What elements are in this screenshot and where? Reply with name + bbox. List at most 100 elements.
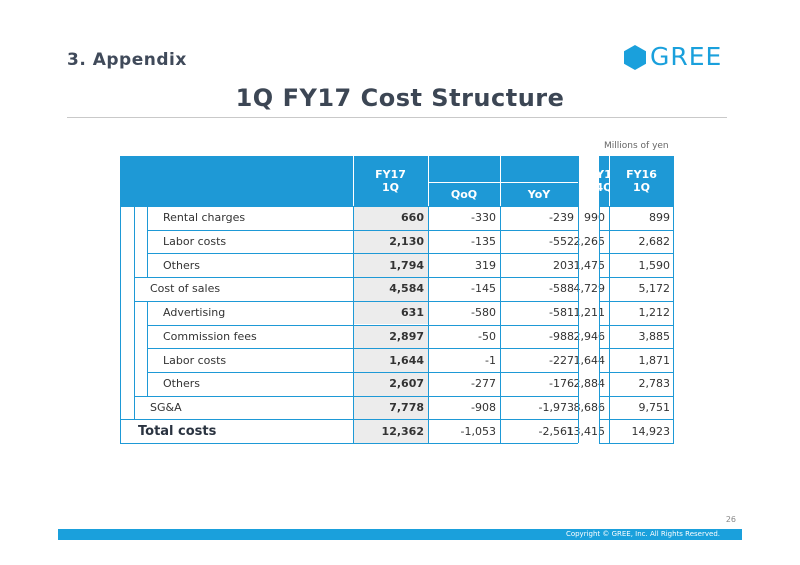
cost-structure-table: FY17 1Q QoQ YoY FY16 4Q FY16 1Q Rental charges 66… xyxy=(120,156,674,444)
cell-yoy: -588 xyxy=(549,282,574,296)
section-title: 3. Appendix xyxy=(67,50,187,70)
row-rule xyxy=(147,324,578,326)
cell-yoy: -239 xyxy=(549,211,574,225)
cell-fy17-1q: 1,794 xyxy=(353,253,428,278)
header-qoq: QoQ xyxy=(428,182,500,206)
cell-fy16-1q: 2,682 xyxy=(638,235,671,249)
row-label: Labor costs xyxy=(163,235,227,249)
cell-fy16-4q: 1,475 xyxy=(573,258,606,272)
row-rule xyxy=(599,395,674,397)
cell-fy16-4q: 4,729 xyxy=(573,282,606,296)
cell-fy16-1q: 3,885 xyxy=(638,329,671,343)
cell-qoq: -1 xyxy=(485,353,496,367)
cell-yoy: -1,973 xyxy=(538,400,574,414)
cell-fy17-1q: 631 xyxy=(353,300,428,325)
header-blank-qoq xyxy=(428,156,500,182)
row-rule xyxy=(599,253,674,255)
cell-fy17-1q: 2,130 xyxy=(353,229,428,254)
row-label: Cost of sales xyxy=(150,282,221,296)
row-rule xyxy=(134,277,578,279)
row-rule xyxy=(599,229,674,231)
row-rule xyxy=(134,395,578,397)
col-rule xyxy=(120,206,121,443)
header-fy17-1q: FY17 1Q xyxy=(353,156,428,206)
header-separator xyxy=(428,156,429,206)
page-title: 1Q FY17 Cost Structure xyxy=(235,84,565,112)
cell-yoy: 203 xyxy=(553,258,574,272)
row-rule xyxy=(147,371,578,373)
row-rule xyxy=(147,253,578,255)
header-fy16-4q: FY16 4Q xyxy=(589,156,619,206)
header-separator xyxy=(353,156,354,206)
cell-fy17-1q: 660 xyxy=(353,206,428,230)
cell-qoq: -908 xyxy=(471,400,496,414)
cell-fy16-1q: 899 xyxy=(649,211,670,225)
col-rule xyxy=(609,206,610,443)
row-rule xyxy=(120,206,578,207)
row-rule xyxy=(120,443,578,444)
cell-fy17-1q: 2,897 xyxy=(353,324,428,349)
header-separator xyxy=(609,156,610,206)
cell-fy17-1q: 12,362 xyxy=(353,419,428,443)
header-label-cell xyxy=(120,156,353,206)
cell-qoq: -135 xyxy=(471,235,496,249)
cell-fy16-4q: 8,686 xyxy=(573,400,606,414)
col-rule xyxy=(599,206,600,443)
cell-fy17-1q: 1,644 xyxy=(353,348,428,372)
row-rule xyxy=(147,348,578,350)
cell-fy16-4q: 2,884 xyxy=(573,377,606,391)
col-rule xyxy=(673,206,674,443)
cell-yoy: -2,561 xyxy=(538,424,574,438)
cell-qoq: 319 xyxy=(475,258,496,272)
hexagon-logo-icon xyxy=(624,44,646,70)
cell-fy16-1q: 2,783 xyxy=(638,377,671,391)
page-number: 26 xyxy=(725,515,736,524)
cell-qoq: -1,053 xyxy=(460,424,496,438)
cell-fy16-1q: 14,923 xyxy=(631,424,671,438)
cell-fy16-4q: 2,265 xyxy=(573,235,606,249)
row-label: Others xyxy=(163,258,200,272)
cell-yoy: -227 xyxy=(549,353,574,367)
header-separator xyxy=(500,156,501,206)
row-rule xyxy=(599,419,674,421)
row-rule xyxy=(599,324,674,326)
header-fy16-1q: FY16 1Q xyxy=(609,156,674,206)
cell-fy16-1q: 1,871 xyxy=(638,353,671,367)
header-subrule xyxy=(428,182,578,183)
cell-fy16-4q: 990 xyxy=(584,211,605,225)
cell-fy17-1q: 2,607 xyxy=(353,371,428,396)
cell-fy16-1q: 1,590 xyxy=(638,258,671,272)
cell-qoq: -330 xyxy=(471,211,496,225)
cell-fy16-1q: 5,172 xyxy=(638,282,671,296)
logo-text: GREE xyxy=(650,42,723,71)
cell-fy17-1q: 7,778 xyxy=(353,395,428,420)
footer-bar: Copyright © GREE, Inc. All Rights Reserv… xyxy=(58,529,742,540)
row-label: Total costs xyxy=(138,423,217,439)
cell-fy16-1q: 1,212 xyxy=(638,306,671,320)
copyright-text: Copyright © GREE, Inc. All Rights Reserv… xyxy=(565,530,720,538)
cell-qoq: -145 xyxy=(471,282,496,296)
row-rule xyxy=(599,206,674,207)
col-rule xyxy=(578,156,579,206)
header-yoy: YoY xyxy=(500,182,578,206)
row-rule xyxy=(599,348,674,350)
cell-fy17-1q: 4,584 xyxy=(353,277,428,301)
col-rule xyxy=(500,206,501,443)
cell-fy16-4q: 1,211 xyxy=(573,306,606,320)
header-blank-yoy xyxy=(500,156,578,182)
row-rule xyxy=(120,419,578,421)
col-rule xyxy=(134,206,135,420)
cell-yoy: -552 xyxy=(549,235,574,249)
row-rule xyxy=(599,371,674,373)
col-rule xyxy=(428,206,429,443)
col-rule xyxy=(147,206,148,278)
cell-qoq: -50 xyxy=(478,329,496,343)
row-label: Labor costs xyxy=(163,353,227,367)
row-label: Advertising xyxy=(163,306,226,320)
cell-fy16-1q: 9,751 xyxy=(638,400,671,414)
cell-fy16-4q: 13,415 xyxy=(566,424,606,438)
unit-label: Millions of yen xyxy=(604,141,669,151)
cell-yoy: -176 xyxy=(549,377,574,391)
gree-logo: GREE xyxy=(624,44,722,70)
row-label: Commission fees xyxy=(163,329,257,343)
